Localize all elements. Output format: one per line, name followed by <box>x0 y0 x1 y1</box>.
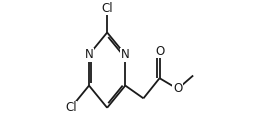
Text: Cl: Cl <box>101 2 113 15</box>
Text: O: O <box>155 45 164 58</box>
Text: N: N <box>121 48 130 61</box>
Text: N: N <box>85 48 93 61</box>
Text: O: O <box>173 82 182 95</box>
Text: Cl: Cl <box>65 101 77 114</box>
